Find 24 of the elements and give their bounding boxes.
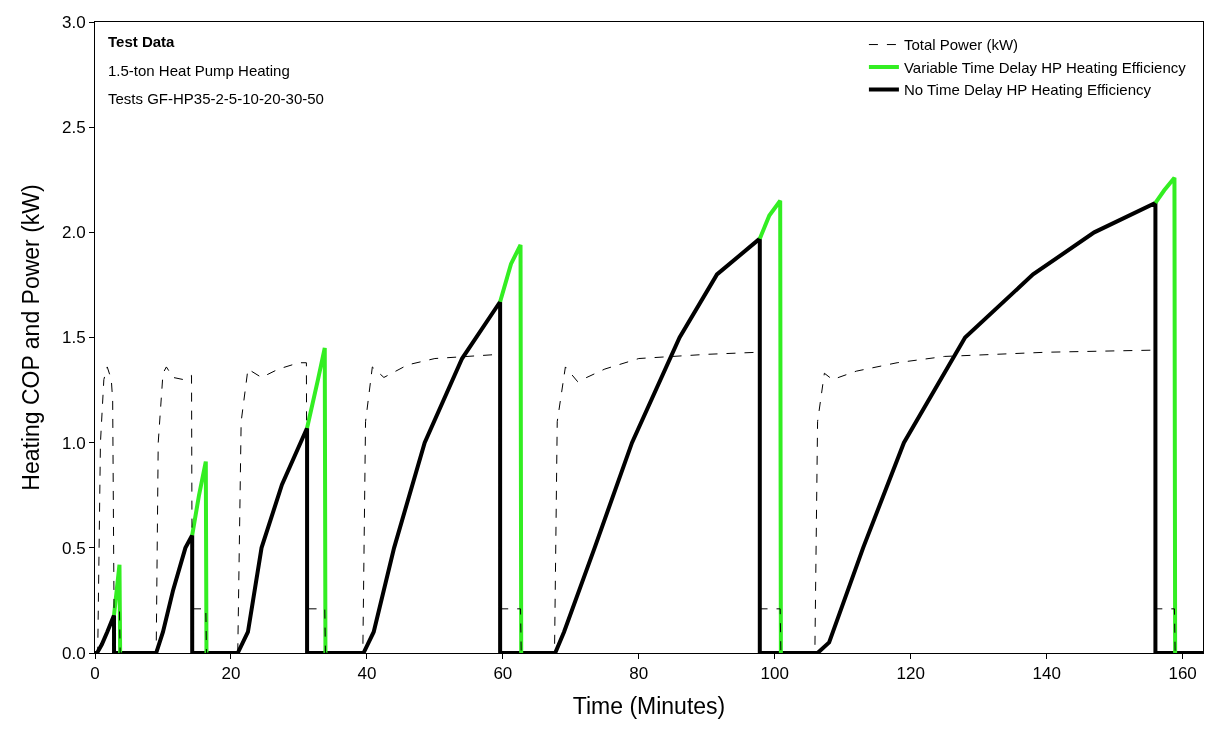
x-tick-label: 120 [896,664,925,684]
x-tick-label: 0 [90,664,100,684]
y-tick-label: 3.0 [61,12,86,32]
x-tick-label: 40 [357,664,377,684]
x-tick-label: 140 [1032,664,1061,684]
x-tick-label: 100 [760,664,789,684]
legend-label: Variable Time Delay HP Heating Efficiency [903,58,1187,76]
x-tick-label: 80 [629,664,649,684]
y-tick-label: 2.5 [61,118,86,138]
y-tick-label: 2.0 [61,223,86,243]
legend-label: No Time Delay HP Heating Efficiency [903,81,1152,99]
y-axis-title: Heating COP and Power (kW) [18,184,45,491]
y-tick-label: 1.5 [61,328,86,348]
annotation: 1.5-ton Heat Pump Heating [108,62,290,79]
y-tick-label: 1.0 [61,433,86,453]
legend-label: Total Power (kW) [903,36,1019,54]
y-tick-label: 0.5 [61,538,86,558]
x-tick-label: 160 [1168,664,1197,684]
y-tick-label: 0.0 [61,643,86,663]
x-axis-title: Time (Minutes) [572,693,726,719]
x-tick-label: 60 [493,664,513,684]
annotation: Test Data [108,33,176,50]
x-tick-label: 20 [221,664,241,684]
annotation: Tests GF-HP35-2-5-10-20-30-50 [108,90,324,107]
